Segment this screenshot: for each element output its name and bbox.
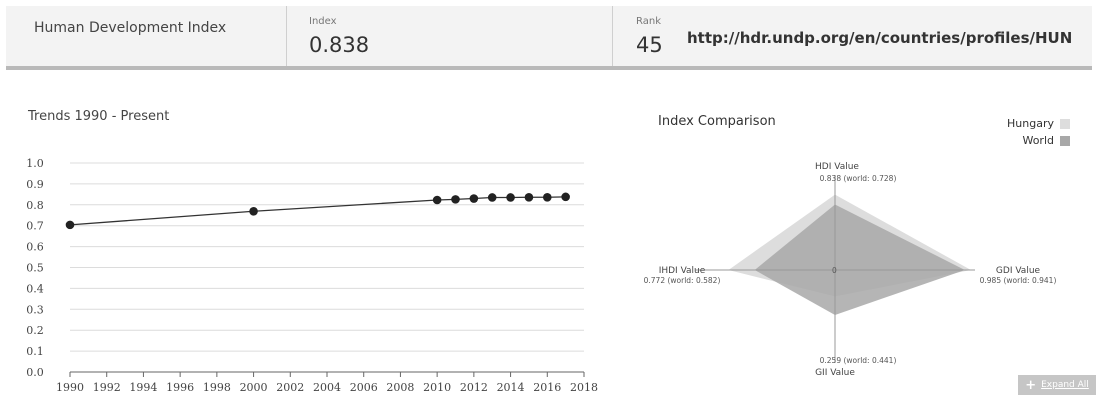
profile-url-link[interactable]: http://hdr.undp.org/en/countries/profile…: [687, 29, 1073, 47]
comparison-title: Index Comparison: [658, 114, 776, 129]
x-tick-label: 2004: [313, 381, 341, 394]
data-point[interactable]: [249, 206, 258, 216]
index-cell: Index 0.838: [287, 6, 613, 66]
rank-cell: Rank 45 http://hdr.undp.org/en/countries…: [613, 6, 1092, 66]
radar-axis-hdi-value: 0.838 (world: 0.728): [820, 174, 897, 183]
x-tick-label: 1992: [93, 381, 121, 394]
trend-x-ticks: 1990 1992 1994 1996 1998 2000 2002 2004 2006 2008…: [56, 372, 598, 394]
trend-line-chart: 0.00.10.20.30.40.50.60.70.80.91.0 1990 19…: [26, 157, 598, 394]
x-tick-label: 2006: [350, 381, 378, 394]
data-point[interactable]: [506, 193, 515, 202]
y-tick-label: 0.6: [26, 241, 44, 254]
radar-axis-ihdi-name: IHDI Value: [659, 266, 706, 276]
y-tick-label: 0.1: [26, 345, 44, 358]
radar-axis-gii-name: GII Value: [815, 368, 855, 378]
x-tick-label: 1990: [56, 381, 84, 394]
index-value: 0.838: [309, 33, 370, 57]
rank-value: 45: [636, 33, 663, 57]
y-tick-label: 0.0: [26, 366, 44, 379]
x-tick-label: 2018: [570, 381, 598, 394]
y-tick-label: 0.8: [26, 199, 44, 212]
x-tick-label: 2002: [276, 381, 304, 394]
legend-swatch-world: [1060, 135, 1070, 146]
radar-axis-hdi-name: HDI Value: [815, 162, 859, 172]
index-label: Index: [309, 16, 337, 27]
radar-axis-gii-value: 0.259 (world: 0.441): [820, 356, 897, 365]
radar-axis-ihdi-value: 0.772 (world: 0.582): [644, 276, 721, 285]
x-tick-label: 2016: [533, 381, 561, 394]
plus-icon: +: [1025, 377, 1037, 393]
data-point[interactable]: [469, 194, 479, 203]
hdi-title-cell: Human Development Index: [6, 6, 287, 66]
header-bar: Human Development Index Index 0.838 Rank…: [6, 6, 1092, 70]
legend-label-world: World: [1022, 134, 1054, 147]
y-tick-label: 0.5: [26, 262, 44, 275]
hdi-title: Human Development Index: [34, 20, 227, 36]
x-tick-label: 1996: [166, 381, 194, 394]
data-point[interactable]: [524, 192, 534, 202]
rank-label: Rank: [636, 16, 661, 27]
trend-y-ticks: 0.0 0.1 0.2 0.3 0.4 0.5 0.6 0.7 0.8 0.9 1.0: [26, 157, 44, 379]
y-tick-label: 0.2: [26, 324, 44, 337]
y-tick-label: 0.7: [26, 220, 44, 233]
x-tick-label: 1994: [129, 381, 157, 394]
radar-area-world: [754, 204, 965, 315]
data-point[interactable]: [432, 195, 442, 205]
x-tick-label: 2012: [460, 381, 488, 394]
data-point[interactable]: [561, 192, 570, 202]
x-tick-label: 1998: [203, 381, 231, 394]
data-point[interactable]: [542, 192, 552, 202]
trend-series-line: [69, 196, 566, 226]
radar-center-label: 0: [832, 266, 837, 275]
radar-axis-gdi-value: 0.985 (world: 0.941): [980, 276, 1057, 285]
legend-label-hungary: Hungary: [1007, 117, 1054, 130]
data-point[interactable]: [451, 195, 460, 204]
y-tick-label: 0.9: [26, 178, 44, 191]
legend-item-hungary: Hungary: [950, 115, 1070, 132]
trend-line: [69, 196, 566, 226]
data-point[interactable]: [487, 193, 497, 202]
y-tick-label: 1.0: [26, 157, 44, 170]
data-point[interactable]: [65, 220, 75, 230]
trend-series-points: [65, 192, 570, 230]
legend-item-world: World: [950, 132, 1070, 149]
x-tick-label: 2010: [423, 381, 451, 394]
expand-all-label: Expand All: [1041, 380, 1089, 390]
trends-title: Trends 1990 - Present: [28, 109, 170, 124]
x-tick-label: 2014: [497, 381, 525, 394]
legend-swatch-hungary: [1060, 118, 1070, 129]
radar-axis-gdi-name: GDI Value: [996, 266, 1041, 276]
y-tick-label: 0.4: [26, 282, 44, 295]
comparison-legend: Hungary World: [950, 115, 1070, 149]
expand-all-button[interactable]: + Expand All: [1018, 375, 1096, 395]
trend-gridlines: [70, 162, 584, 373]
x-tick-label: 2008: [386, 381, 414, 394]
x-tick-label: 2000: [240, 381, 268, 394]
index-radar-chart: 0 HDI Value 0.838 (world: 0.728) GDI Val…: [644, 162, 1057, 378]
y-tick-label: 0.3: [26, 303, 44, 316]
